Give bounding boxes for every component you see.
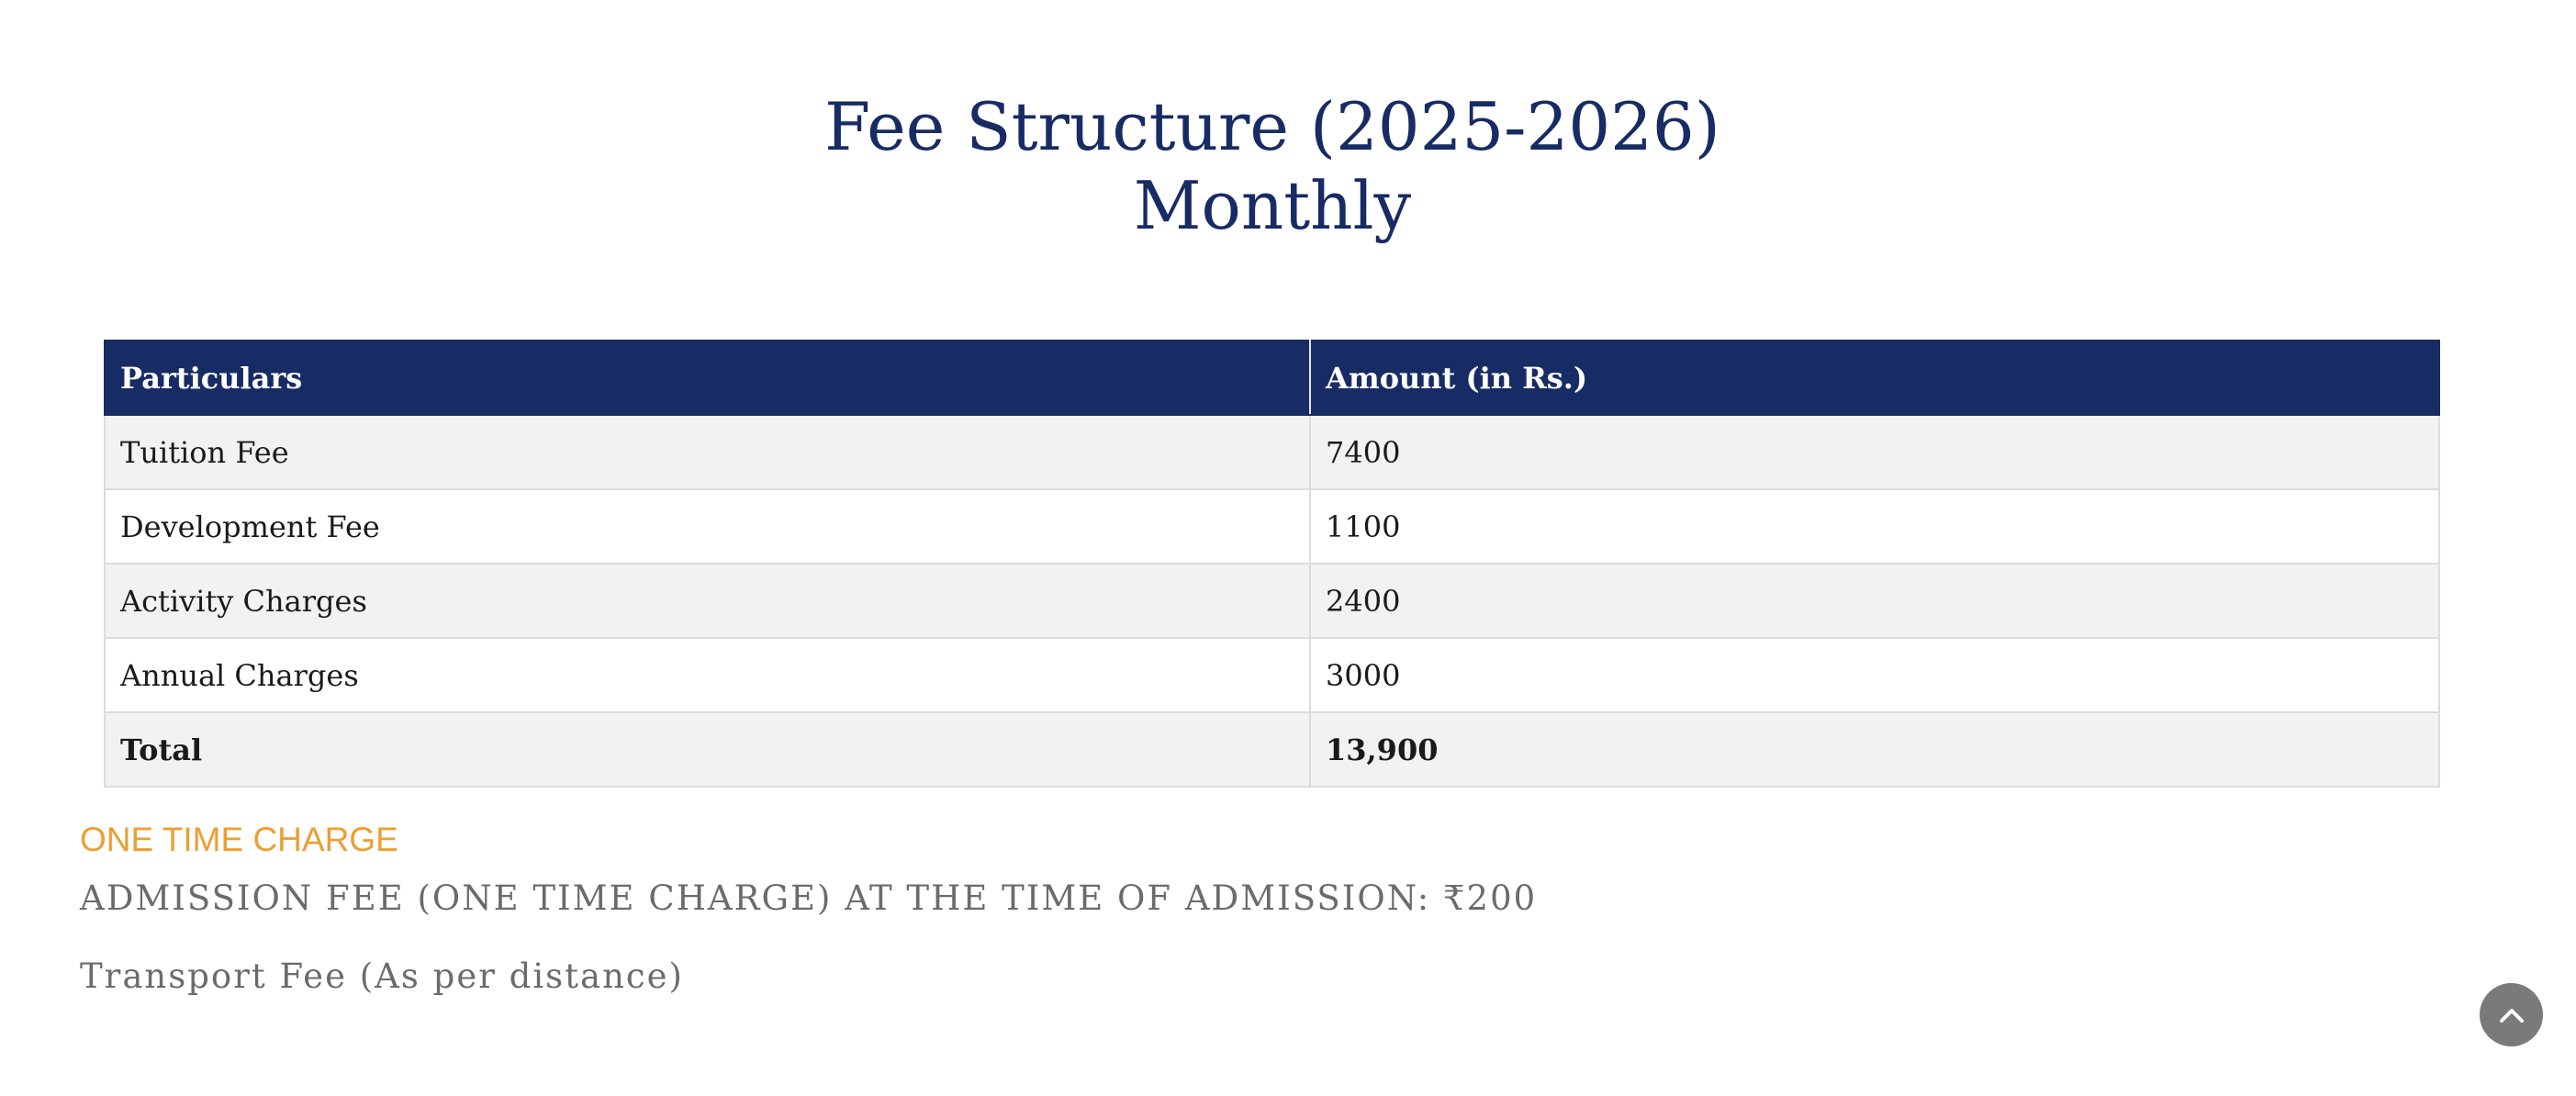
total-amount-cell: 13,900 bbox=[1309, 711, 2440, 788]
one-time-charge-heading: ONE TIME CHARGE bbox=[80, 821, 398, 858]
amount-cell: 2400 bbox=[1309, 563, 2440, 639]
table-row: Tuition Fee 7400 bbox=[104, 414, 2440, 490]
page-title-line-1: Fee Structure (2025-2026) bbox=[824, 88, 1720, 165]
total-row: Total 13,900 bbox=[104, 711, 2440, 788]
column-header-amount: Amount (in Rs.) bbox=[1309, 340, 2440, 416]
admission-fee-note: ADMISSION FEE (ONE TIME CHARGE) AT THE T… bbox=[80, 878, 1538, 918]
table-row: Development Fee 1100 bbox=[104, 488, 2440, 565]
page-title-line-2: Monthly bbox=[1133, 167, 1412, 244]
amount-cell: 7400 bbox=[1309, 414, 2440, 490]
particular-cell: Annual Charges bbox=[104, 637, 1311, 713]
particular-cell: Tuition Fee bbox=[104, 414, 1311, 490]
chevron-up-icon bbox=[2498, 1006, 2526, 1024]
particular-cell: Development Fee bbox=[104, 488, 1311, 565]
fee-table: Particulars Amount (in Rs.) Tuition Fee … bbox=[104, 340, 2440, 788]
particular-cell: Activity Charges bbox=[104, 563, 1311, 639]
table-row: Annual Charges 3000 bbox=[104, 637, 2440, 713]
page-title: Fee Structure (2025-2026) Monthly bbox=[0, 87, 2545, 245]
amount-cell: 3000 bbox=[1309, 637, 2440, 713]
transport-fee-note: Transport Fee (As per distance) bbox=[80, 956, 684, 996]
scroll-to-top-button[interactable] bbox=[2480, 983, 2543, 1046]
table-row: Activity Charges 2400 bbox=[104, 563, 2440, 639]
table-header-row: Particulars Amount (in Rs.) bbox=[104, 340, 2440, 416]
column-header-particulars: Particulars bbox=[104, 340, 1311, 416]
total-label-cell: Total bbox=[104, 711, 1311, 788]
amount-cell: 1100 bbox=[1309, 488, 2440, 565]
